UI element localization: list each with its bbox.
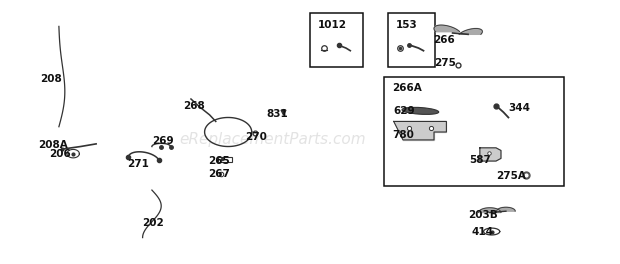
Text: eReplacementParts.com: eReplacementParts.com bbox=[179, 133, 366, 147]
Ellipse shape bbox=[402, 107, 439, 114]
Text: 203B: 203B bbox=[468, 210, 498, 220]
Text: 153: 153 bbox=[396, 20, 417, 30]
Text: 268: 268 bbox=[183, 101, 205, 111]
Text: 265: 265 bbox=[208, 156, 229, 166]
Text: 587: 587 bbox=[469, 155, 491, 165]
Polygon shape bbox=[434, 25, 459, 32]
Bar bbox=[310, 13, 363, 67]
Polygon shape bbox=[459, 29, 482, 34]
Text: 780: 780 bbox=[392, 130, 414, 140]
Bar bbox=[384, 77, 564, 186]
Polygon shape bbox=[394, 121, 446, 140]
Text: 275A: 275A bbox=[496, 171, 526, 181]
Text: 266: 266 bbox=[433, 35, 454, 45]
Text: 275: 275 bbox=[434, 58, 456, 68]
Text: 344: 344 bbox=[508, 103, 530, 113]
Text: 629: 629 bbox=[394, 106, 415, 116]
Bar bbox=[218, 157, 232, 162]
Text: 270: 270 bbox=[245, 132, 267, 142]
Text: 414: 414 bbox=[471, 227, 493, 237]
Text: 1012: 1012 bbox=[317, 20, 347, 30]
Text: 831: 831 bbox=[267, 109, 288, 119]
Text: 269: 269 bbox=[153, 136, 174, 146]
Text: 206: 206 bbox=[50, 149, 71, 159]
Polygon shape bbox=[480, 148, 501, 161]
Bar bbox=[388, 13, 435, 67]
Text: 267: 267 bbox=[208, 169, 229, 179]
Text: 208A: 208A bbox=[38, 140, 68, 150]
Text: 266A: 266A bbox=[392, 83, 422, 93]
Text: 271: 271 bbox=[127, 159, 149, 169]
Text: 208: 208 bbox=[40, 74, 62, 84]
Polygon shape bbox=[497, 207, 515, 211]
Text: 202: 202 bbox=[143, 218, 164, 228]
Polygon shape bbox=[479, 208, 501, 213]
